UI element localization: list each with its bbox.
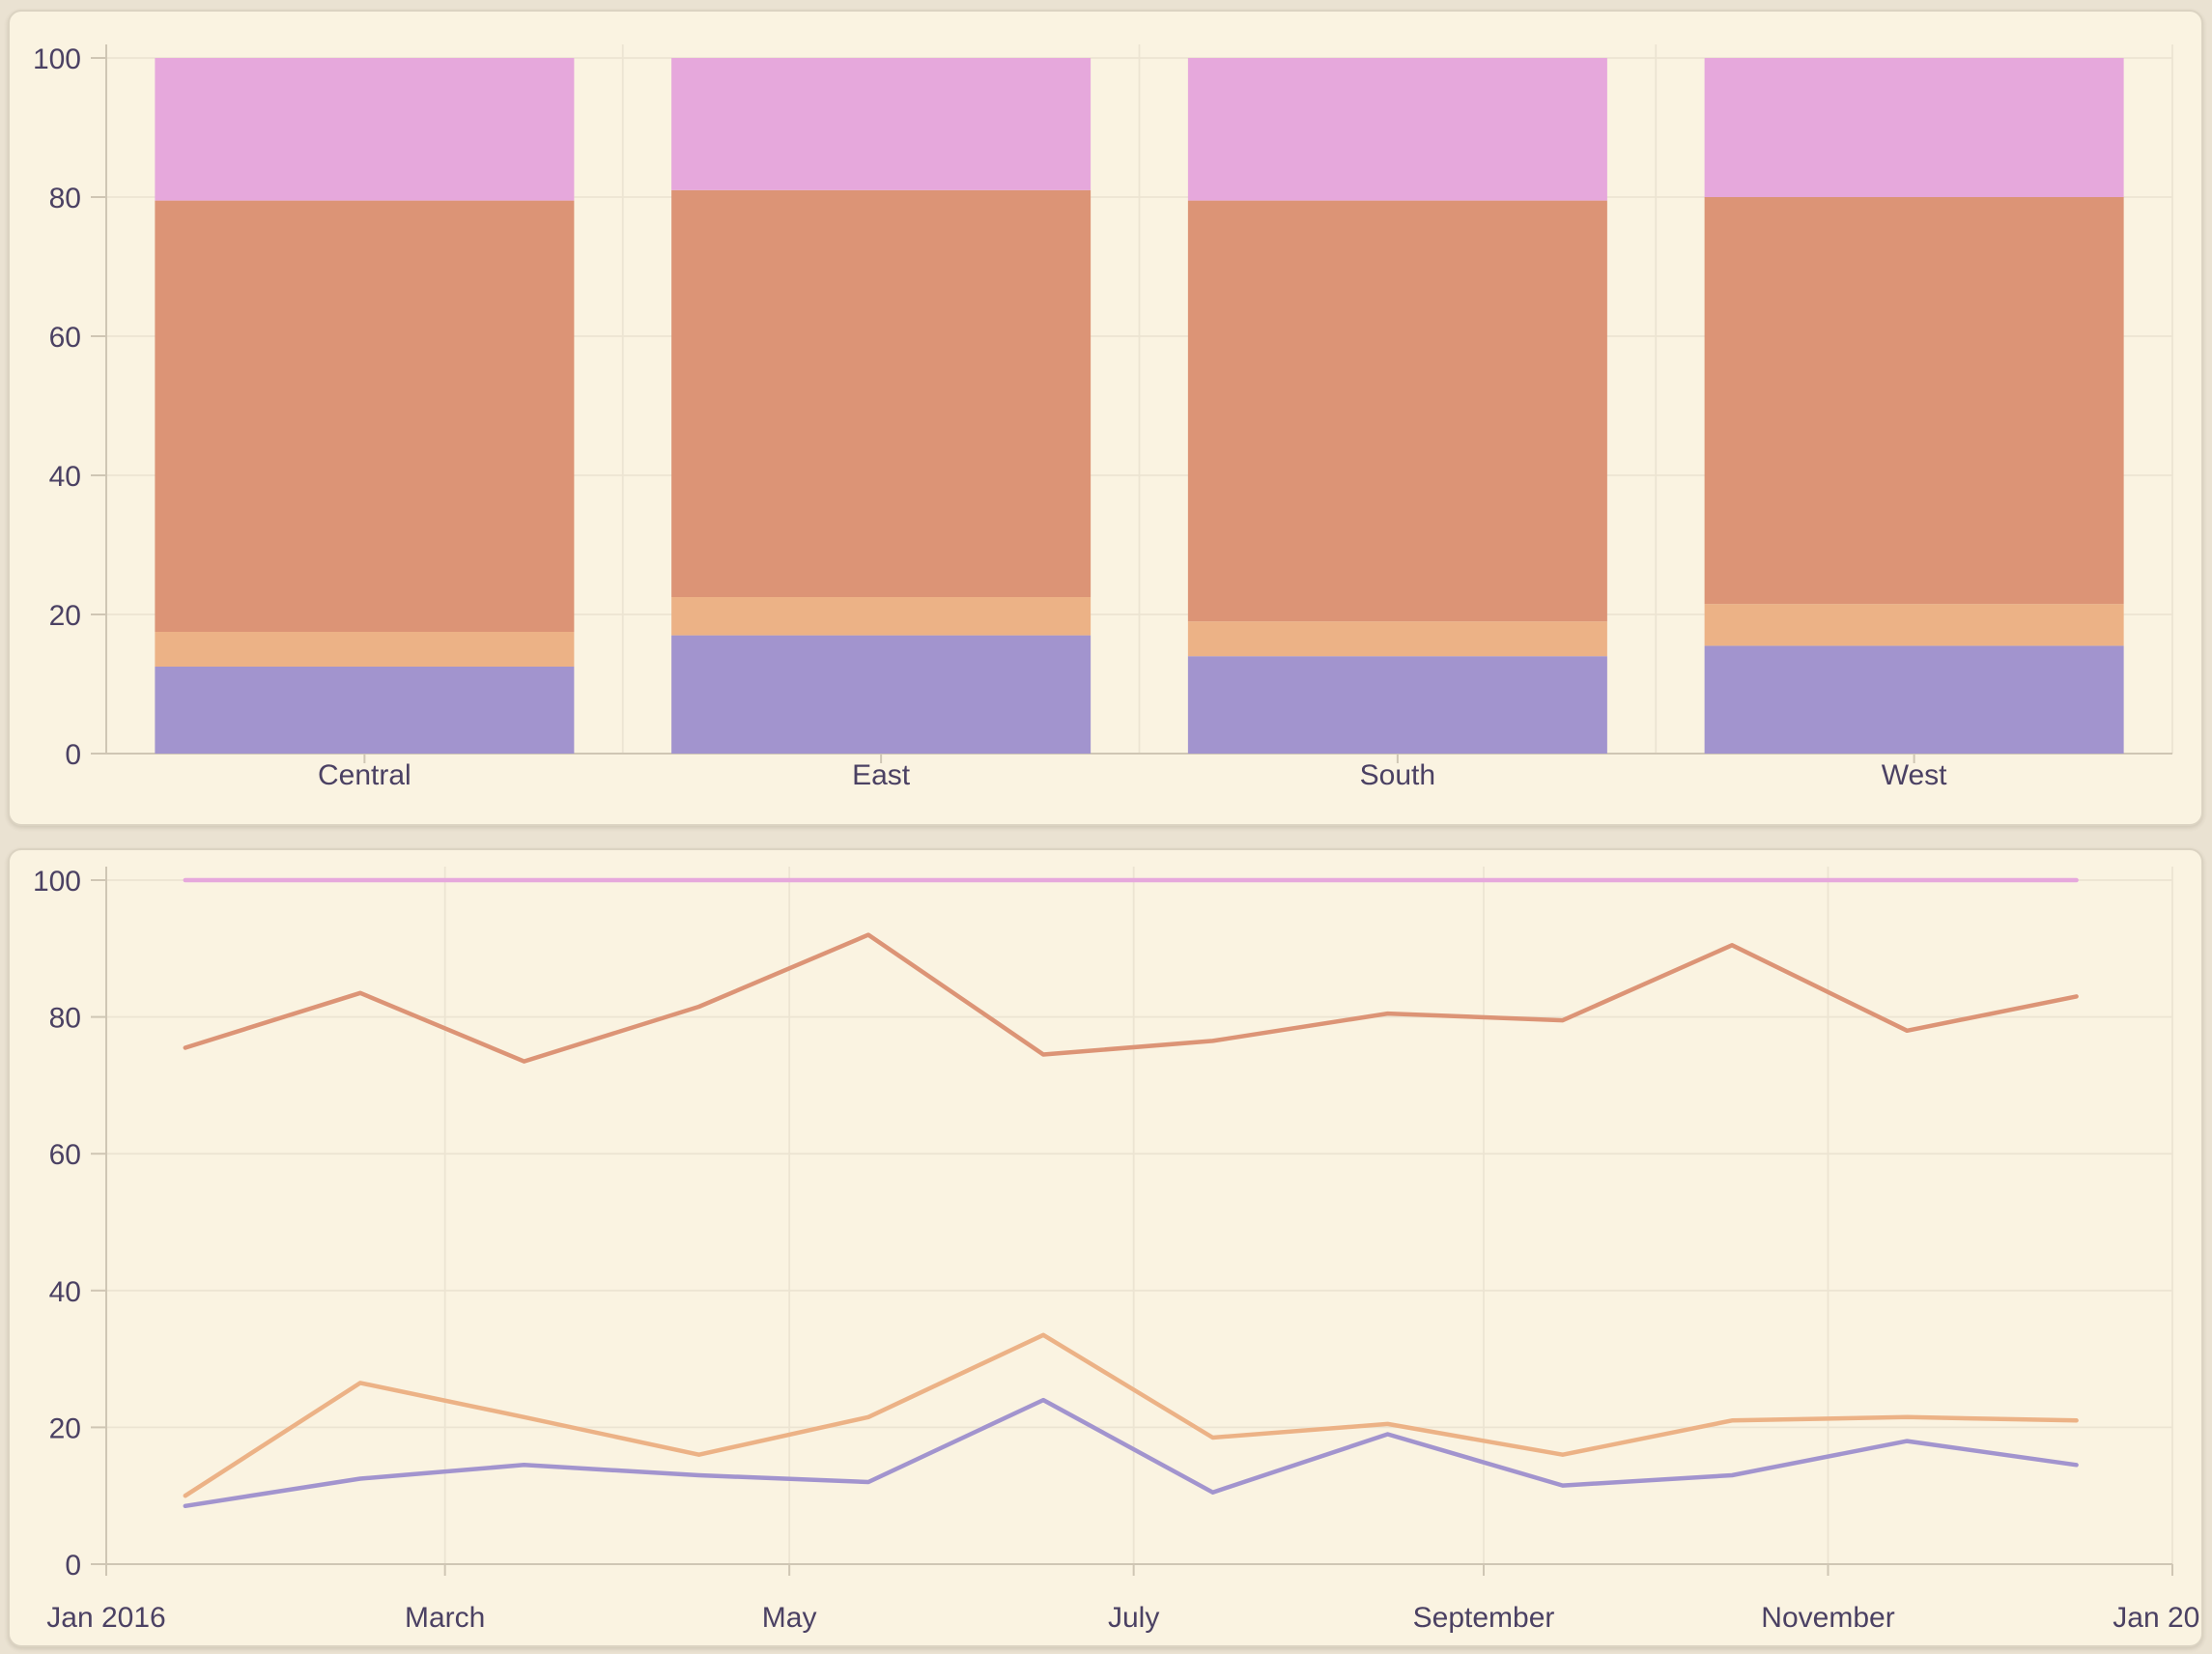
bar-segment-central-pink[interactable]: [155, 58, 575, 201]
line-chart-panel: Jan 2016 March May July September November Jan…: [8, 848, 2203, 1647]
y-axis-tick-label: 20: [49, 600, 81, 632]
line-series-purple[interactable]: [183, 1397, 2079, 1509]
bar-segment-west-orange[interactable]: [1704, 197, 2124, 605]
x-axis-tick-label: South: [1360, 759, 1435, 791]
y-axis-tick-label: 80: [49, 183, 81, 214]
y-axis-tick-label: 80: [49, 1003, 81, 1035]
bar-segment-east-orange[interactable]: [671, 189, 1092, 598]
y-axis-tick-label: 100: [33, 866, 81, 898]
bar-segment-south-purple[interactable]: [1187, 656, 1607, 754]
bar-segment-east-light_orange[interactable]: [671, 597, 1092, 636]
y-axis-tick-label: 40: [49, 461, 81, 493]
x-axis-tick-label: Jan 2017: [2113, 1602, 2203, 1634]
bar-segment-central-light_orange[interactable]: [155, 632, 575, 667]
line-series-orange[interactable]: [183, 932, 2079, 1064]
y-axis-tick-label: 20: [49, 1412, 81, 1444]
x-axis-tick-label: November: [1761, 1602, 1894, 1634]
bar-segment-east-purple[interactable]: [671, 635, 1092, 754]
line-series-light_orange[interactable]: [183, 1332, 2079, 1498]
bar-segment-central-purple[interactable]: [155, 667, 575, 754]
bar-segment-south-orange[interactable]: [1187, 200, 1607, 622]
x-axis-tick-label: East: [852, 759, 911, 791]
x-axis-tick-label: September: [1413, 1602, 1555, 1634]
bar-segment-central-orange[interactable]: [155, 200, 575, 632]
y-axis-tick-label: 40: [49, 1276, 81, 1308]
y-axis-tick-label: 100: [33, 43, 81, 75]
stacked-bar-chart[interactable]: 0 20 40 60 80 100 Central East South West: [10, 12, 2203, 826]
stacked-bar-chart-panel: 0 20 40 60 80 100 Central East South West: [8, 10, 2203, 826]
bar-segment-south-pink[interactable]: [1187, 58, 1607, 201]
line-chart[interactable]: Jan 2016 March May July September November Jan…: [10, 850, 2203, 1647]
y-axis-tick-label: 60: [49, 322, 81, 354]
y-axis-tick-label: 0: [65, 739, 81, 771]
bar-segment-west-purple[interactable]: [1704, 645, 2124, 754]
x-axis-tick-label: July: [1108, 1602, 1159, 1634]
x-axis-tick-label: Central: [318, 759, 411, 791]
bar-segment-west-pink[interactable]: [1704, 58, 2124, 197]
bar-segment-west-light_orange[interactable]: [1704, 604, 2124, 646]
x-axis-tick-label: May: [762, 1602, 817, 1634]
y-axis-tick-label: 0: [65, 1550, 81, 1582]
x-axis-tick-label: West: [1882, 759, 1947, 791]
x-axis-tick-label: Jan 2016: [46, 1602, 165, 1634]
x-axis-tick-label: March: [405, 1602, 485, 1634]
bar-segment-south-light_orange[interactable]: [1187, 621, 1607, 657]
bar-segment-east-pink[interactable]: [671, 58, 1092, 190]
y-axis-tick-label: 60: [49, 1139, 81, 1171]
